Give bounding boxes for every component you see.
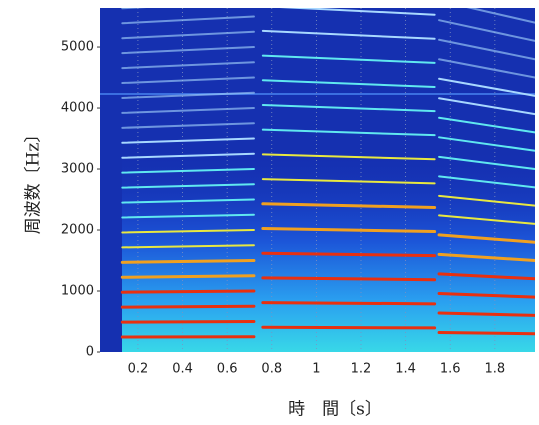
x-tick-label: 0.2 xyxy=(128,362,149,377)
harmonic xyxy=(121,244,255,249)
harmonic xyxy=(261,103,436,113)
harmonic xyxy=(121,198,255,204)
harmonic xyxy=(121,61,255,70)
harmonic xyxy=(437,330,535,336)
y-axis-title: 周波数〔Hz〕 xyxy=(24,126,44,235)
harmonic xyxy=(261,301,437,306)
y-tick-label: 5000 xyxy=(61,40,94,55)
energy-region xyxy=(122,150,535,352)
harmonic xyxy=(261,251,437,258)
harmonic xyxy=(261,276,437,282)
harmonic xyxy=(120,259,256,264)
harmonic xyxy=(279,8,436,16)
harmonic xyxy=(121,76,255,85)
x-tick-label: 0.8 xyxy=(261,362,282,377)
x-tick-label: 1 xyxy=(312,362,320,377)
harmonic xyxy=(261,178,436,185)
harmonic xyxy=(121,152,255,159)
harmonic xyxy=(438,155,535,171)
harmonic xyxy=(438,97,535,116)
harmonic xyxy=(438,19,535,42)
harmonic xyxy=(261,153,436,161)
harmonic xyxy=(121,137,255,144)
harmonic xyxy=(121,8,147,10)
harmonic xyxy=(121,30,255,40)
y-tick-label: 1000 xyxy=(61,284,94,299)
harmonic xyxy=(437,272,535,281)
harmonic xyxy=(437,252,535,263)
harmonic xyxy=(120,289,256,294)
harmonic xyxy=(437,291,535,299)
harmonic xyxy=(121,46,255,55)
harmonic xyxy=(438,175,535,189)
x-tick-label: 0.4 xyxy=(172,362,193,377)
x-tick-label: 0.6 xyxy=(217,362,238,377)
y-tick-label: 3000 xyxy=(61,162,94,177)
harmonic xyxy=(438,116,535,134)
harmonic xyxy=(121,91,255,99)
harmonic xyxy=(261,29,436,40)
harmonic xyxy=(261,325,437,330)
harmonic xyxy=(261,128,436,137)
x-tick-label: 1.6 xyxy=(440,362,461,377)
harmonic xyxy=(120,320,256,324)
harmonic xyxy=(261,226,437,234)
x-tick-label: 1.2 xyxy=(351,362,372,377)
harmonic xyxy=(120,304,256,309)
x-tick-label: 1.4 xyxy=(395,362,416,377)
harmonic xyxy=(121,183,255,189)
y-tick-label: 2000 xyxy=(61,223,94,238)
harmonic xyxy=(438,77,535,97)
harmonic xyxy=(437,311,535,317)
harmonic xyxy=(261,54,436,64)
harmonic xyxy=(437,233,535,244)
harmonic xyxy=(438,214,535,225)
harmonic xyxy=(438,136,535,152)
harmonic xyxy=(121,107,255,114)
harmonic xyxy=(121,213,255,219)
harmonic xyxy=(121,229,255,234)
harmonic xyxy=(120,274,256,279)
y-tick-label: 4000 xyxy=(61,101,94,116)
harmonic xyxy=(121,15,255,25)
harmonic xyxy=(261,202,437,209)
harmonic xyxy=(121,168,255,174)
plot-area xyxy=(100,8,535,352)
x-axis-title: 時 間〔s〕 xyxy=(288,400,382,420)
harmonic xyxy=(438,194,535,207)
harmonic xyxy=(121,122,255,129)
harmonic xyxy=(438,38,535,61)
harmonic xyxy=(261,79,436,88)
y-tick-label: 0 xyxy=(86,345,94,360)
harmonic xyxy=(438,58,535,79)
x-tick-label: 1.8 xyxy=(485,362,506,377)
harmonic xyxy=(466,8,535,24)
